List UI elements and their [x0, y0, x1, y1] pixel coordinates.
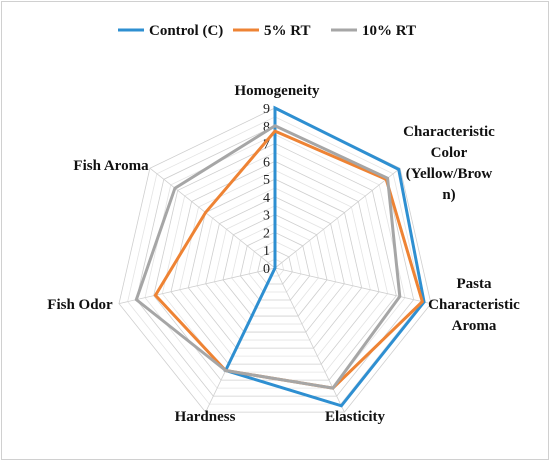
category-labels: Homogeneity Characteristic Color (Yellow/Br… — [47, 83, 520, 425]
category-label-line: Color — [431, 145, 468, 161]
grid-spoke — [274, 267, 432, 304]
category-label-line: Elasticity — [325, 409, 385, 425]
tick-label: 2 — [263, 226, 270, 241]
grid-ring — [213, 205, 337, 325]
grid-ring — [196, 187, 354, 341]
tick-label: 1 — [263, 244, 270, 259]
tick-label: 9 — [263, 102, 270, 117]
grid-ring — [179, 169, 371, 357]
grid-ring — [222, 214, 328, 317]
series-line — [134, 124, 402, 390]
tick-label: 8 — [263, 120, 270, 135]
category-label-line: Pasta — [457, 276, 492, 292]
grid-ring — [248, 240, 302, 293]
category-label-line: n) — [442, 187, 455, 203]
radar-grid — [118, 107, 432, 413]
tick-label: 0 — [263, 262, 270, 277]
grid-ring — [127, 116, 423, 405]
tick-label: 7 — [263, 138, 270, 153]
legend: Control (C) 5% RT 10% RT — [118, 23, 416, 39]
grid-spoke — [149, 167, 276, 269]
grid-ring — [170, 160, 380, 365]
tick-label: 4 — [263, 191, 270, 206]
category-label-line: Aroma — [452, 318, 497, 334]
grid-ring — [257, 249, 293, 285]
category-label-line: Characteristic — [403, 124, 495, 140]
category-label-line: Fish Odor — [47, 297, 113, 313]
grid-ring — [161, 151, 389, 373]
category-label-line: Homogeneity — [235, 83, 320, 99]
category-label-line: Fish Aroma — [73, 158, 149, 174]
legend-label: Control (C) — [149, 23, 223, 39]
data-series — [134, 105, 426, 408]
grid-ring — [239, 231, 311, 301]
category-label: Pasta Characteristic Aroma — [428, 276, 520, 334]
tick-label: 3 — [263, 209, 270, 224]
category-label: Hardness — [175, 409, 236, 425]
grid-ring — [187, 178, 363, 349]
series-line — [153, 129, 425, 390]
category-label-line: Characteristic — [428, 297, 520, 313]
grid-ring — [205, 196, 345, 333]
tick-label: 5 — [263, 173, 270, 188]
legend-label: 10% RT — [362, 23, 416, 39]
category-label: Fish Aroma — [73, 158, 149, 174]
grid-spoke — [118, 267, 276, 304]
category-label: Elasticity — [325, 409, 385, 425]
category-label-line: (Yellow/Brow — [406, 166, 493, 182]
category-label: Homogeneity — [235, 83, 320, 99]
category-label: Characteristic Color (Yellow/Brow n) — [403, 124, 495, 203]
grid-ring — [118, 107, 432, 413]
grid-ring — [265, 258, 285, 277]
grid-spoke — [274, 167, 401, 269]
category-label-line: Hardness — [175, 409, 236, 425]
series-line — [223, 105, 426, 408]
grid-ring — [144, 134, 406, 389]
grid-ring — [231, 223, 319, 309]
radial-tick-labels: 0 1 2 3 4 5 6 7 8 9 — [263, 102, 270, 277]
tick-label: 6 — [263, 155, 270, 170]
category-label: Fish Odor — [47, 297, 113, 313]
legend-label: 5% RT — [264, 23, 311, 39]
